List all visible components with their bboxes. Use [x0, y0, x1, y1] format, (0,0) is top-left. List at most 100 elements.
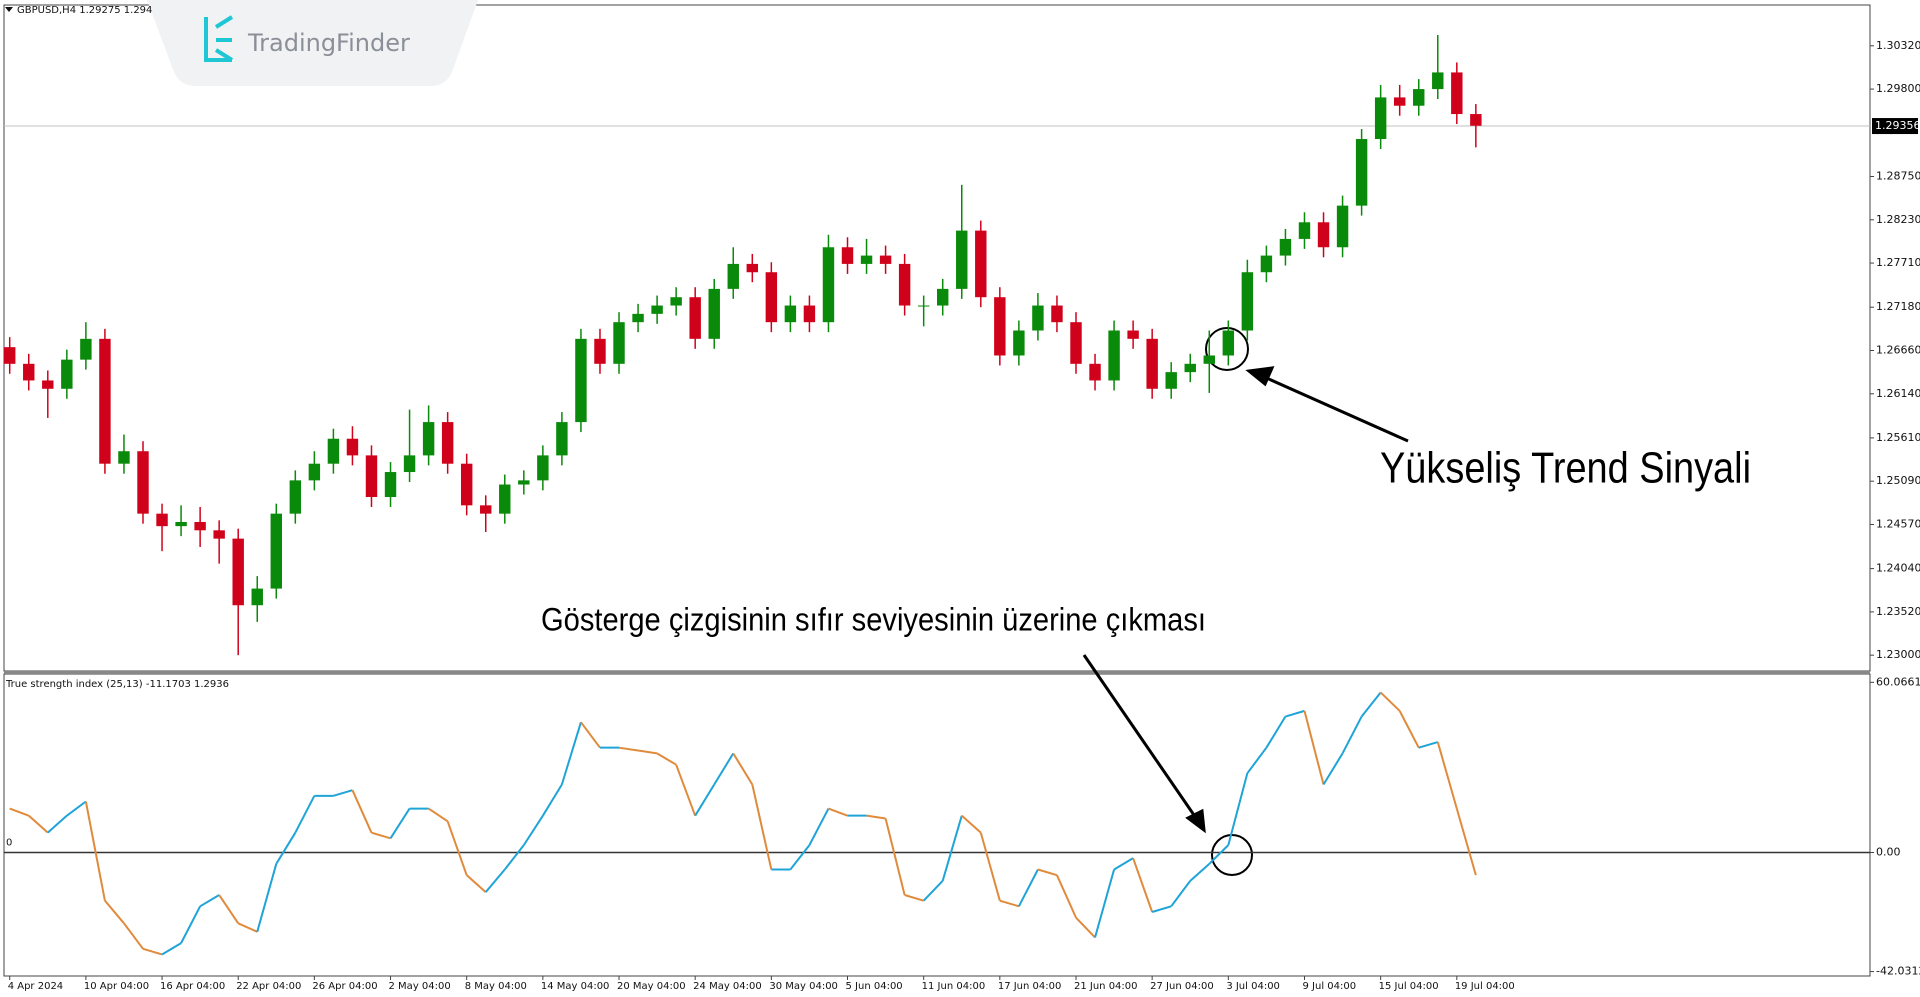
candle-body	[1355, 139, 1368, 206]
candle-body	[746, 263, 759, 273]
x-tick-label: 2 May 04:00	[389, 981, 451, 992]
indicator-segment	[351, 789, 373, 834]
candle-body	[1032, 305, 1044, 331]
candle-body	[841, 247, 854, 264]
indicator-segment	[1094, 869, 1116, 938]
candle-body	[765, 272, 778, 323]
candle-body	[956, 230, 968, 289]
candle-body	[1393, 97, 1406, 106]
candle-body	[898, 263, 911, 306]
indicator-segment	[1113, 857, 1134, 871]
indicator-segment	[1227, 772, 1249, 846]
candle-body	[727, 263, 739, 289]
indicator-title: True strength index (25,13) -11.1703 1.2…	[5, 679, 229, 690]
y-tick-label: 1.24570	[1876, 517, 1920, 530]
indicator-segment	[1303, 710, 1325, 785]
candle-body	[822, 247, 835, 323]
y-tick-label: 1.30320	[1876, 39, 1920, 52]
indicator-segment	[751, 784, 773, 870]
indicator-segment	[1017, 869, 1039, 907]
indicator-segment	[256, 863, 278, 933]
x-tick-label: 17 Jun 04:00	[998, 981, 1062, 992]
indicator-segment	[1151, 905, 1172, 913]
y-tick-label: 60.0661	[1876, 675, 1920, 688]
indicator-segment	[1360, 691, 1382, 718]
indicator-segment	[1132, 857, 1154, 913]
candle-body	[803, 305, 816, 323]
indicator-segment	[142, 947, 163, 956]
indicator-segment	[484, 868, 506, 893]
x-tick-label: 10 Apr 04:00	[84, 981, 149, 992]
candle-body	[1089, 363, 1101, 381]
candle-body	[42, 380, 54, 389]
x-tick-label: 15 Jul 04:00	[1379, 981, 1439, 992]
current-price-box	[1872, 118, 1918, 135]
y-tick-label: 0.00	[1876, 845, 1901, 858]
candle-body	[784, 305, 797, 323]
x-tick-label: 11 Jun 04:00	[922, 981, 986, 992]
candle-body	[251, 588, 263, 606]
x-tick-label: 9 Jul 04:00	[1302, 981, 1356, 992]
candle-body	[1374, 97, 1387, 140]
candle-body	[289, 480, 302, 514]
candle-body	[1336, 205, 1349, 248]
indicator-segment	[1341, 716, 1363, 754]
indicator-segment	[694, 783, 716, 817]
candle-body	[1451, 72, 1463, 115]
candle-body	[917, 305, 930, 307]
candle-body	[1241, 272, 1254, 331]
indicator-segment	[922, 880, 944, 902]
candle-body	[156, 513, 168, 527]
candle-body	[1051, 305, 1063, 323]
indicator-segment	[66, 800, 87, 817]
candle-body	[403, 455, 416, 473]
x-tick-label: 22 Apr 04:00	[236, 981, 301, 992]
candle-body	[670, 297, 682, 306]
candle-body	[1279, 238, 1292, 256]
indicator-segment	[904, 894, 924, 902]
indicator-segment	[732, 752, 754, 786]
indicator-segment	[979, 832, 1001, 901]
indicator-segment	[428, 807, 449, 823]
y-tick-label: 1.23520	[1876, 605, 1920, 618]
candle-body	[118, 451, 130, 464]
indicator-segment	[1436, 741, 1458, 809]
indicator-segment	[1037, 868, 1058, 877]
candle-body	[1013, 330, 1025, 356]
menu-triangle	[5, 7, 13, 12]
candle-body	[99, 338, 111, 464]
candle-body	[937, 288, 949, 306]
candle-body	[651, 305, 663, 314]
x-tick-label: 8 May 04:00	[465, 981, 527, 992]
candle-body	[213, 530, 225, 539]
candle-body	[689, 297, 701, 339]
indicator-segment	[789, 844, 811, 871]
candle-body	[613, 322, 625, 364]
candle-body	[1203, 355, 1215, 364]
candle-body	[860, 255, 873, 264]
annotation-zero-cross: Gösterge çizgisinin sıfır seviyesinin üz…	[541, 601, 1206, 637]
candle-body	[480, 505, 492, 514]
y-tick-label: 1.27710	[1876, 256, 1920, 269]
indicator-segment	[333, 789, 353, 797]
symbol-title: GBPUSD,H4 1.29275 1.294	[17, 5, 152, 16]
candle-body	[308, 463, 321, 481]
candle-body	[365, 455, 378, 498]
indicator-segment	[866, 814, 886, 820]
x-tick-label: 19 Jul 04:00	[1455, 981, 1515, 992]
indicator-segment	[123, 922, 144, 950]
x-tick-label: 14 May 04:00	[541, 981, 610, 992]
indicator-segment	[999, 899, 1020, 908]
indicator-segment	[1208, 844, 1230, 865]
candle-body	[537, 455, 549, 481]
y-tick-label: -42.0312	[1876, 965, 1920, 978]
indicator-segment	[1246, 747, 1268, 774]
y-tick-label: 1.28750	[1876, 169, 1920, 182]
candle-body	[708, 288, 720, 339]
indicator-segment	[1075, 916, 1096, 939]
candle-body	[80, 338, 92, 360]
indicator-segment	[275, 832, 297, 865]
candle-body	[1165, 372, 1177, 389]
indicator-segment	[884, 818, 906, 896]
